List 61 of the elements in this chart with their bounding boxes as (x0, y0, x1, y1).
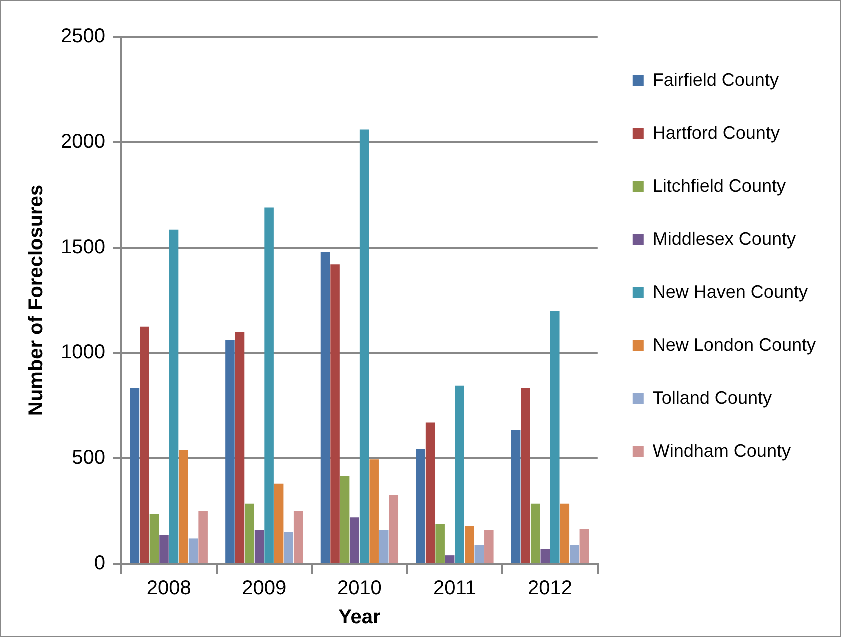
bar (130, 388, 140, 563)
bar (294, 511, 304, 563)
bar (264, 208, 274, 563)
bar (188, 538, 198, 563)
bar (389, 495, 399, 563)
x-tick-label: 2010 (337, 578, 382, 600)
y-tick-label: 0 (94, 552, 106, 575)
bar (560, 504, 570, 563)
legend-label: Litchfield County (652, 176, 786, 196)
bar (254, 530, 264, 563)
y-axis-title: Number of Foreclosures (26, 184, 48, 416)
bar (179, 450, 188, 563)
bar (540, 549, 550, 563)
bar (370, 460, 379, 563)
bar (320, 252, 330, 563)
legend-label: New London County (652, 334, 816, 355)
bar (284, 532, 294, 563)
bar (140, 326, 150, 563)
bar (530, 504, 540, 563)
bar (150, 514, 160, 563)
bar (360, 130, 370, 563)
legend-label: Hartford County (652, 122, 780, 143)
bar (274, 484, 284, 563)
bar (464, 526, 474, 563)
x-tick-label: 2009 (242, 578, 287, 600)
legend-label: Windham County (652, 440, 791, 461)
y-tick-label: 500 (72, 447, 106, 470)
legend-label: New Haven County (652, 282, 808, 302)
bar (580, 529, 590, 563)
bar (169, 230, 179, 563)
bar (436, 524, 445, 563)
bar (379, 530, 389, 563)
y-tick-label: 2000 (60, 130, 106, 153)
x-tick-label: 2011 (433, 578, 476, 600)
bar (235, 332, 245, 563)
bar (330, 264, 340, 563)
bar (340, 476, 350, 563)
bar (511, 430, 521, 563)
bar (484, 530, 494, 563)
y-tick-label: 2500 (60, 26, 106, 48)
y-tick-label: 1000 (60, 342, 106, 364)
bar (198, 511, 208, 563)
legend-label: Tolland County (652, 388, 772, 408)
bar (521, 388, 530, 563)
bar (160, 536, 169, 563)
bar (416, 449, 426, 563)
bar (245, 504, 254, 563)
bar (570, 545, 580, 563)
x-tick-label: 2012 (528, 578, 573, 600)
bar (455, 386, 464, 563)
x-tick-label: 2008 (146, 578, 192, 600)
legend-label: Fairfield County (652, 70, 779, 90)
x-axis-title: Year (338, 606, 382, 629)
bar (226, 340, 235, 563)
bar (426, 422, 436, 563)
bar (550, 311, 560, 563)
y-tick-label: 1500 (60, 236, 106, 258)
bar (474, 545, 484, 563)
bar (350, 518, 360, 563)
bar (445, 556, 455, 563)
legend-label: Middlesex County (652, 228, 796, 249)
